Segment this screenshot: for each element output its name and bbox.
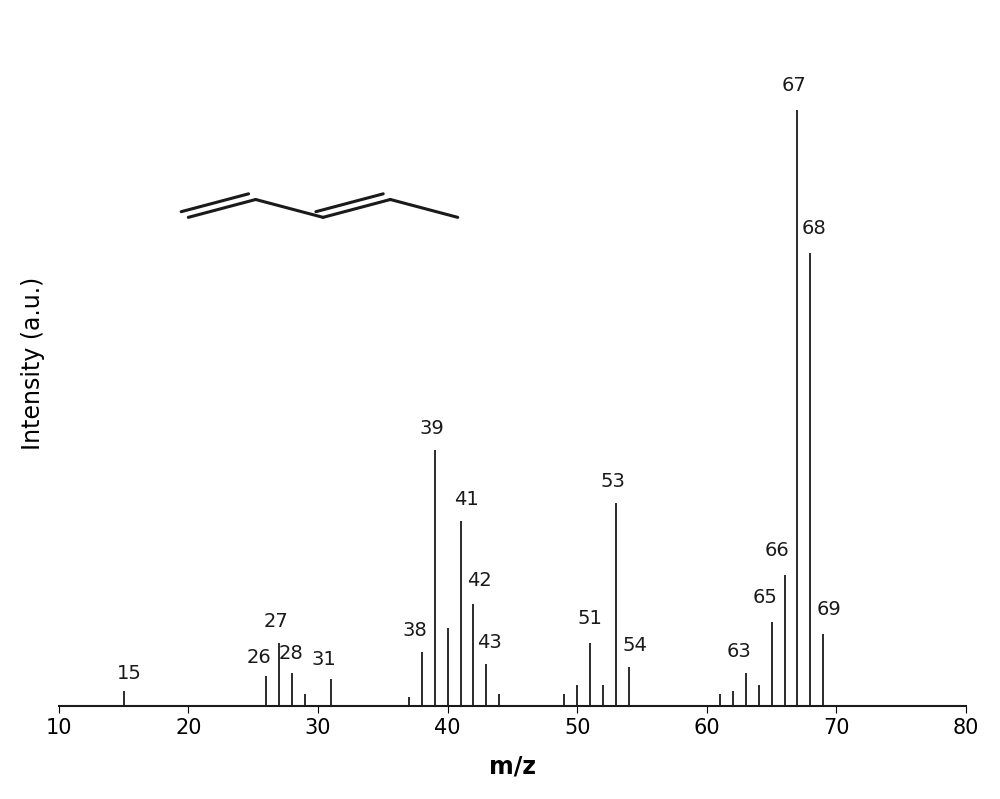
Text: 27: 27 — [264, 612, 288, 631]
Text: 15: 15 — [117, 664, 142, 683]
Text: 68: 68 — [801, 219, 826, 238]
Text: 39: 39 — [419, 419, 444, 438]
Text: 53: 53 — [600, 472, 625, 491]
Text: 63: 63 — [726, 642, 751, 661]
Text: 28: 28 — [279, 644, 304, 663]
Text: 66: 66 — [765, 541, 790, 560]
Text: 43: 43 — [477, 633, 502, 652]
Y-axis label: Intensity (a.u.): Intensity (a.u.) — [21, 276, 45, 450]
Text: 51: 51 — [577, 610, 602, 628]
Text: 65: 65 — [752, 588, 777, 607]
X-axis label: m/z: m/z — [489, 754, 536, 778]
Text: 41: 41 — [454, 490, 479, 509]
Text: 67: 67 — [782, 76, 807, 95]
Text: 54: 54 — [623, 636, 647, 655]
Text: 69: 69 — [817, 600, 842, 619]
Text: 42: 42 — [467, 570, 492, 590]
Text: 26: 26 — [247, 648, 271, 667]
Text: 31: 31 — [311, 650, 336, 669]
Text: 38: 38 — [402, 621, 427, 640]
